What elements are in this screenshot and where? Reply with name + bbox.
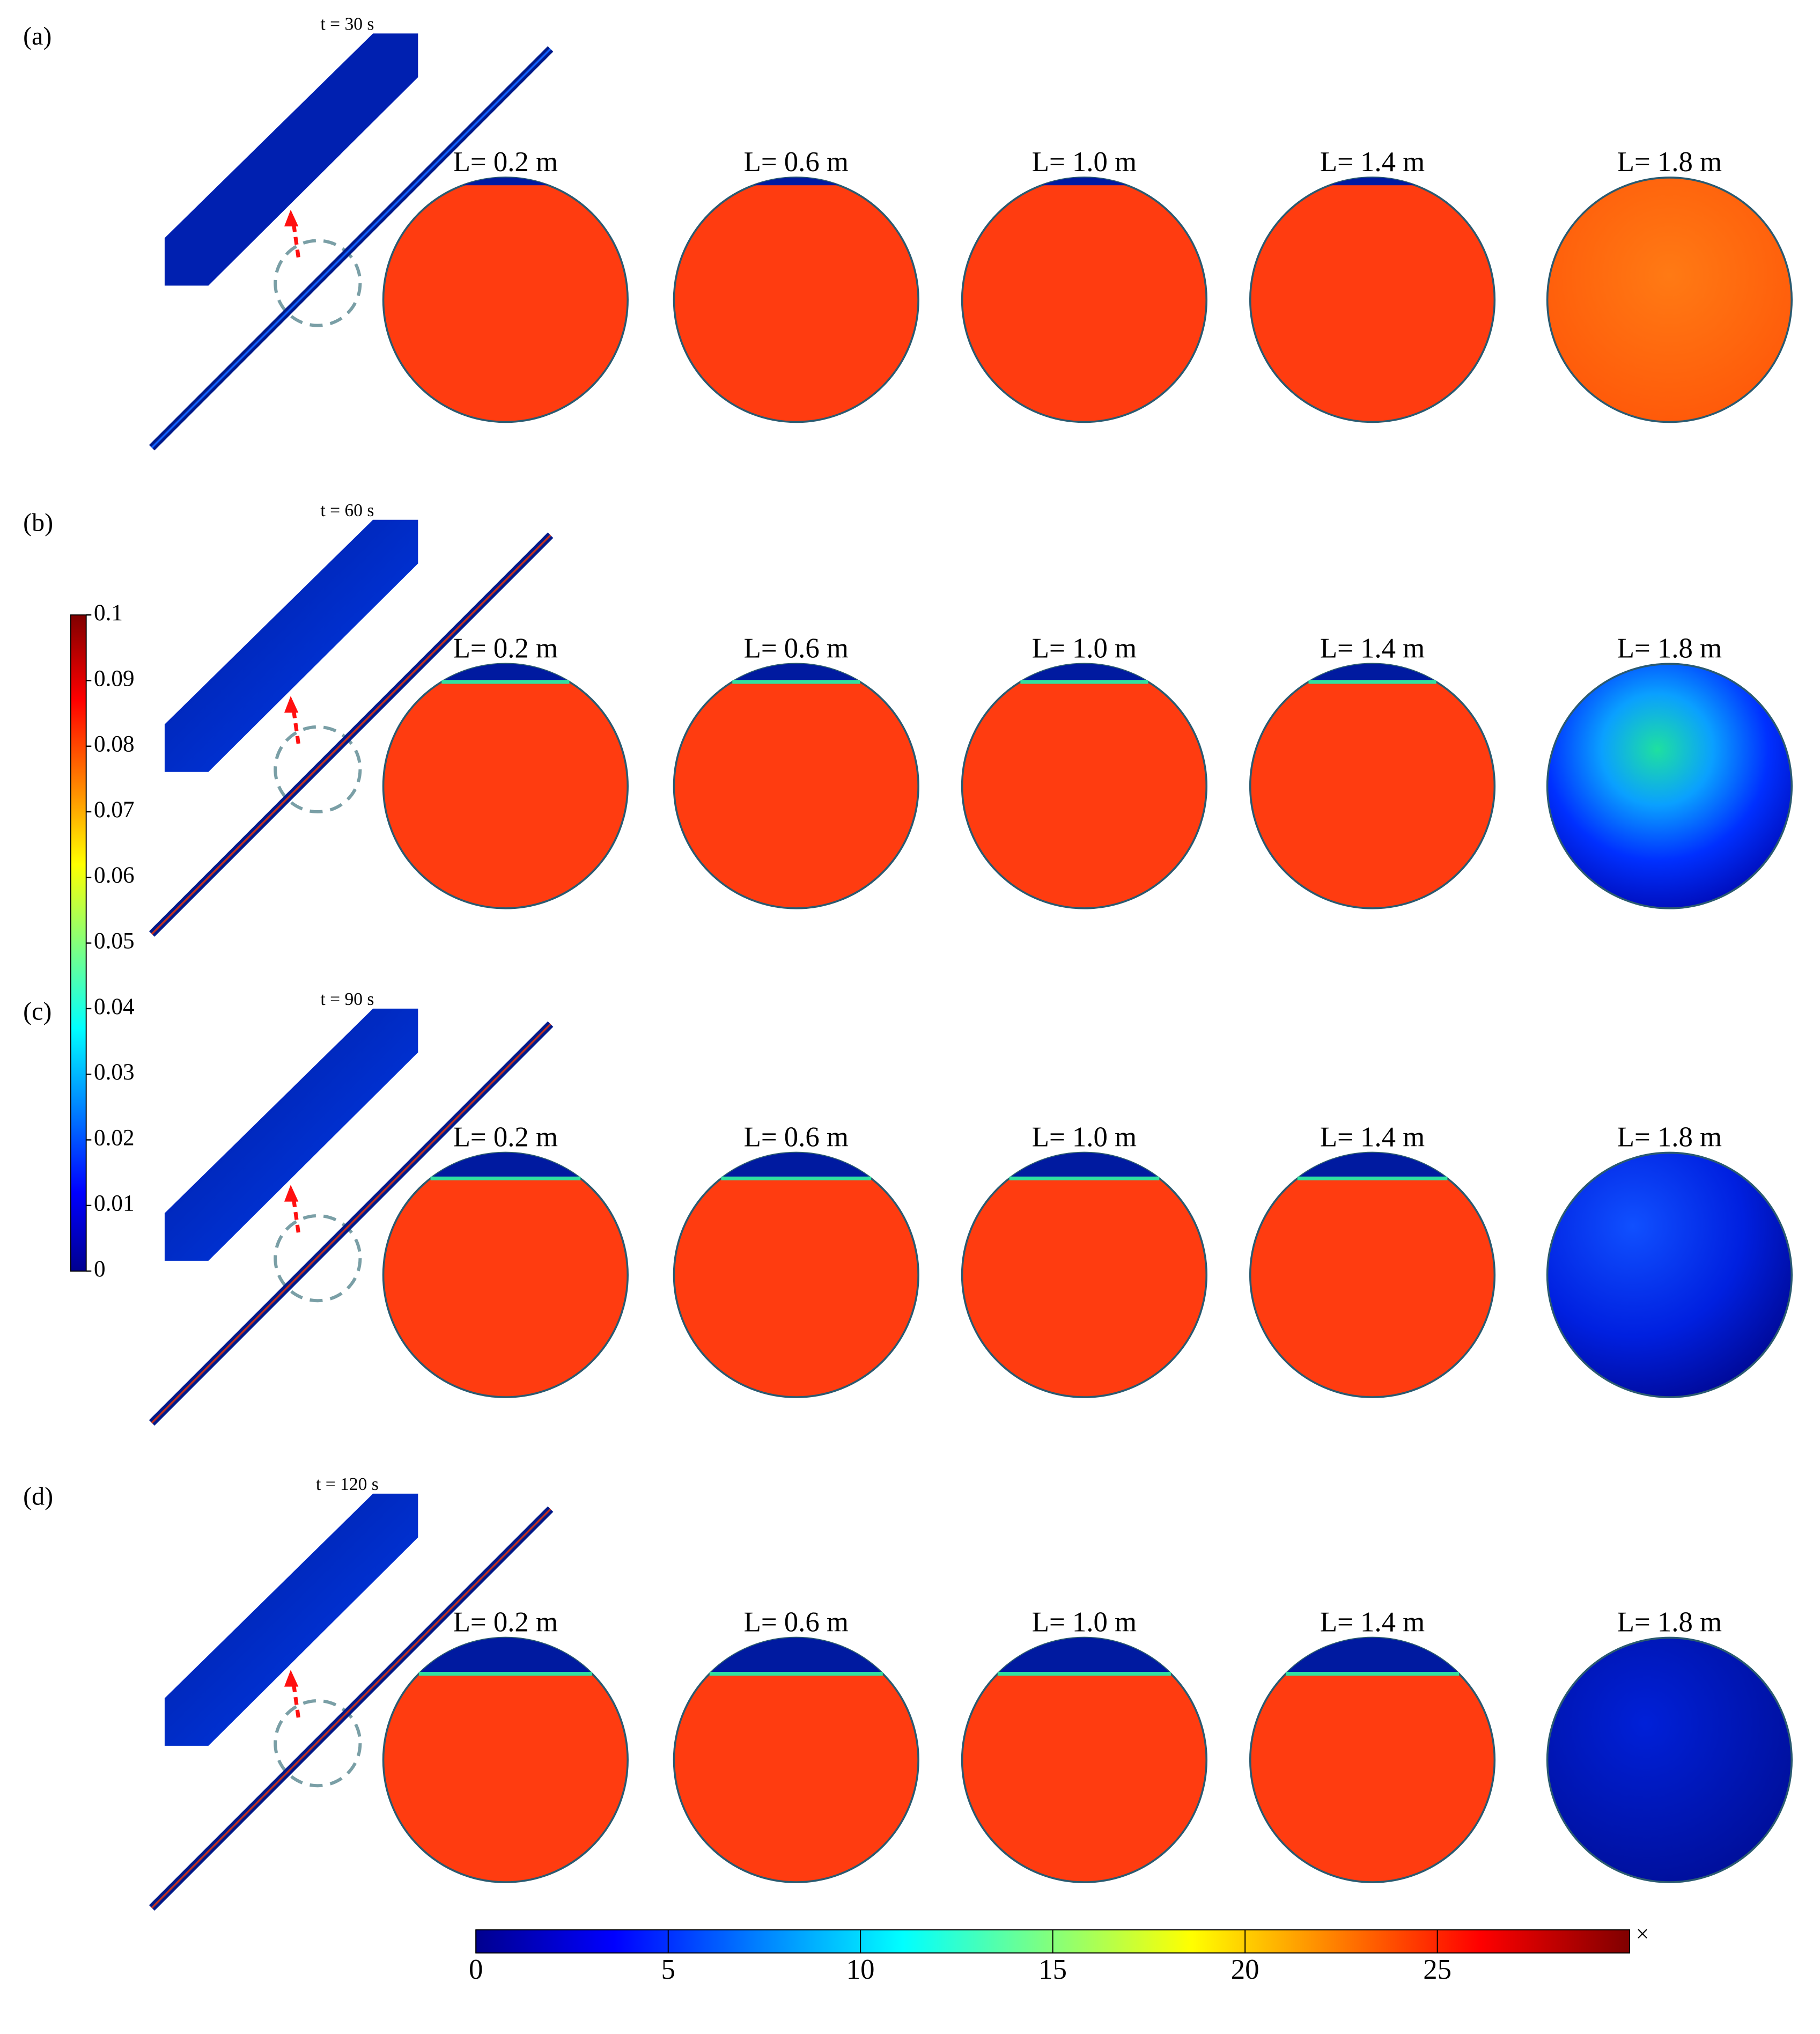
- section-contour: [673, 1151, 919, 1398]
- inset-channel: [164, 33, 418, 286]
- section-contour: [1249, 1151, 1496, 1398]
- section-contour: [1546, 663, 1793, 909]
- gas-cap: [441, 664, 570, 682]
- arrow-head: [284, 1670, 299, 1687]
- section-label: L= 1.8 m: [1617, 146, 1722, 178]
- section-label: L= 1.8 m: [1617, 1607, 1722, 1638]
- gas-cap: [1009, 1152, 1160, 1179]
- section-label: L= 1.0 m: [1032, 1122, 1137, 1153]
- tick-label: 0.1: [94, 600, 123, 626]
- section-contour: [1249, 663, 1496, 909]
- tick-label: 0.04: [94, 994, 135, 1019]
- gas-cap: [709, 1638, 883, 1674]
- arrow-head: [284, 1185, 299, 1202]
- inset-channel: [164, 1008, 418, 1261]
- pipe-core: [151, 1023, 551, 1424]
- section-label: L= 1.4 m: [1320, 1122, 1425, 1153]
- section-label: L= 1.0 m: [1032, 146, 1137, 178]
- tick-label: 0.02: [94, 1125, 135, 1150]
- arrow: [291, 1681, 300, 1718]
- section-contour: [961, 663, 1208, 909]
- gas-cap: [1308, 664, 1436, 682]
- gas-cap: [430, 1152, 581, 1179]
- gas-cap: [721, 1152, 872, 1179]
- section-contour: [961, 177, 1208, 423]
- section-contour: [673, 1636, 919, 1883]
- gas-cap: [1041, 177, 1128, 186]
- time-label: t = 120 s: [316, 1474, 379, 1494]
- gas-cap: [1286, 1638, 1460, 1674]
- tick-label: 0.03: [94, 1060, 135, 1085]
- tick-label: 0: [469, 1954, 483, 1985]
- section-label: L= 1.0 m: [1032, 633, 1137, 664]
- time-label: t = 60 s: [320, 501, 374, 520]
- section-label: L= 0.6 m: [744, 1122, 849, 1153]
- gas-cap: [1020, 664, 1148, 682]
- section-label: L= 0.2 m: [453, 1122, 558, 1153]
- pipe-core: [151, 1508, 551, 1909]
- tick-label: 0: [94, 1257, 106, 1282]
- inset-channel: [164, 519, 418, 772]
- arrow: [291, 221, 300, 258]
- arrow: [291, 1196, 300, 1233]
- gas-cap: [997, 1638, 1171, 1674]
- panel-label: (a): [23, 22, 51, 50]
- tick-label: 0.01: [94, 1191, 135, 1216]
- section-label: L= 0.6 m: [744, 633, 849, 664]
- section-label: L= 1.8 m: [1617, 633, 1722, 664]
- section-label: L= 0.6 m: [744, 146, 849, 178]
- gas-cap: [1297, 1152, 1448, 1179]
- section-label: L= 0.2 m: [453, 633, 558, 664]
- arrow-head: [284, 696, 299, 713]
- panel-label: (c): [23, 997, 51, 1026]
- gas-cap: [418, 1638, 592, 1674]
- arrow-head: [284, 209, 299, 227]
- zoom-circle: [274, 725, 362, 814]
- section-contour: [673, 177, 919, 423]
- section-label: L= 0.2 m: [453, 146, 558, 178]
- section-contour: [961, 1151, 1208, 1398]
- section-contour: [1546, 1636, 1793, 1883]
- section-contour: [382, 177, 629, 423]
- section-label: L= 1.4 m: [1320, 146, 1425, 178]
- tick-label: 5: [661, 1954, 675, 1985]
- zoom-circle: [274, 1699, 362, 1788]
- tick-label: 20: [1231, 1954, 1259, 1985]
- section-label: L= 1.4 m: [1320, 1607, 1425, 1638]
- arrow: [291, 707, 300, 744]
- panel-label: (d): [23, 1482, 53, 1510]
- section-label: L= 1.8 m: [1617, 1122, 1722, 1153]
- panel-label: (b): [23, 508, 53, 537]
- tick-label: 0.06: [94, 863, 135, 888]
- section-contour: [382, 663, 629, 909]
- colorbar: [70, 614, 87, 1272]
- inset-channel: [164, 1493, 418, 1746]
- gas-cap: [1329, 177, 1416, 186]
- section-contour: [1546, 1151, 1793, 1398]
- tick-label: 0.08: [94, 732, 135, 757]
- pipe-core: [151, 48, 551, 449]
- section-label: L= 0.6 m: [744, 1607, 849, 1638]
- pipe-core: [151, 534, 551, 935]
- tick-label: 10: [846, 1954, 875, 1985]
- tick-label: 0.07: [94, 797, 135, 823]
- section-label: L= 1.0 m: [1032, 1607, 1137, 1638]
- section-label: L= 0.2 m: [453, 1607, 558, 1638]
- time-label: t = 30 s: [320, 14, 374, 34]
- section-contour: [1249, 177, 1496, 423]
- gas-cap: [462, 177, 549, 186]
- time-label: t = 90 s: [320, 989, 374, 1009]
- tick-label: 25: [1423, 1954, 1451, 1985]
- multiplier: ×: [1636, 1922, 1649, 1947]
- section-contour: [1546, 177, 1793, 423]
- tick-label: 0.05: [94, 929, 135, 954]
- section-contour: [673, 663, 919, 909]
- gas-cap: [753, 177, 839, 186]
- section-contour: [382, 1151, 629, 1398]
- gas-cap: [732, 664, 860, 682]
- section-label: L= 1.4 m: [1320, 633, 1425, 664]
- tick-label: 0.09: [94, 666, 135, 691]
- tick-label: 15: [1038, 1954, 1067, 1985]
